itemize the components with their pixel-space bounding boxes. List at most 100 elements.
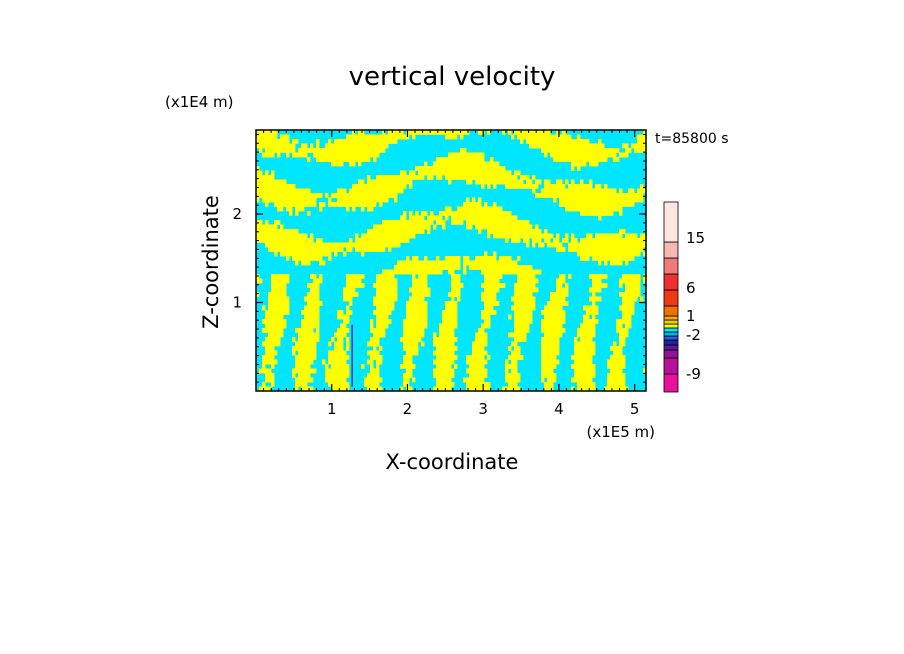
field-cell — [448, 166, 452, 171]
field-cell — [442, 161, 446, 167]
field-cell — [265, 202, 269, 207]
field-cell — [355, 148, 359, 153]
field-cell — [376, 233, 380, 239]
field-cell — [286, 184, 290, 189]
field-cell — [610, 364, 614, 369]
field-cell — [394, 238, 398, 243]
field-cell — [625, 283, 629, 288]
field-cell — [484, 251, 488, 257]
field-cell — [397, 260, 401, 266]
field-cell — [379, 346, 383, 351]
field-cell — [295, 260, 299, 266]
field-cell — [385, 292, 389, 297]
field-cell — [451, 328, 455, 333]
field-cell — [376, 350, 380, 356]
field-cell — [514, 130, 518, 135]
field-cell — [478, 152, 482, 158]
field-cell — [493, 233, 497, 239]
field-cell — [340, 341, 344, 347]
field-cell — [463, 206, 467, 212]
field-cell — [604, 242, 608, 248]
field-cell — [580, 206, 584, 212]
field-cell — [340, 197, 344, 203]
field-cell — [487, 355, 491, 360]
field-cell — [514, 175, 518, 180]
field-cell — [355, 134, 359, 140]
field-cell — [343, 364, 347, 369]
field-cell — [517, 265, 521, 270]
field-cell — [406, 332, 410, 338]
field-cell — [280, 242, 284, 248]
field-cell — [259, 238, 263, 243]
field-cell — [484, 224, 488, 230]
field-cell — [613, 157, 617, 162]
field-cell — [607, 242, 611, 248]
field-cell — [523, 332, 527, 338]
field-cell — [445, 256, 449, 261]
field-cell — [616, 350, 620, 356]
field-cell — [301, 332, 305, 338]
field-cell — [445, 157, 449, 162]
field-cell — [394, 179, 398, 185]
field-cell — [529, 296, 533, 302]
field-cell — [316, 251, 320, 257]
field-cell — [418, 323, 422, 329]
field-cell — [481, 152, 485, 158]
field-cell — [367, 188, 371, 194]
field-cell — [367, 143, 371, 149]
field-cell — [622, 314, 626, 320]
field-cell — [466, 175, 470, 180]
field-cell — [520, 278, 524, 284]
field-cell — [394, 134, 398, 140]
field-cell — [346, 152, 350, 158]
field-cell — [598, 256, 602, 261]
field-cell — [457, 274, 461, 279]
field-cell — [514, 323, 518, 329]
field-cell — [544, 193, 548, 198]
field-cell — [589, 332, 593, 338]
field-cell — [508, 229, 512, 234]
field-cell — [421, 341, 425, 347]
field-cell — [565, 157, 569, 162]
field-cell — [436, 161, 440, 167]
field-cell — [259, 278, 263, 284]
field-cell — [625, 305, 629, 311]
field-cell — [466, 382, 470, 387]
field-cell — [274, 314, 278, 320]
field-cell — [406, 364, 410, 369]
field-cell — [529, 319, 533, 324]
field-cell — [457, 256, 461, 261]
field-cell — [265, 152, 269, 158]
field-cell — [568, 134, 572, 140]
field-cell — [310, 287, 314, 293]
field-cell — [475, 377, 479, 383]
field-cell — [346, 278, 350, 284]
field-cell — [325, 377, 329, 383]
field-cell — [547, 139, 551, 144]
field-cell — [508, 130, 512, 135]
field-cell — [478, 179, 482, 185]
field-cell — [529, 292, 533, 297]
field-cell — [502, 269, 506, 275]
field-cell — [478, 256, 482, 261]
field-cell — [637, 197, 641, 203]
field-cell — [265, 328, 269, 333]
field-cell — [373, 152, 377, 158]
field-cell — [550, 332, 554, 338]
field-cell — [409, 265, 413, 270]
field-cell — [346, 373, 350, 378]
field-cell — [613, 341, 617, 347]
field-cell — [625, 332, 629, 338]
colorbar-segment — [663, 315, 679, 321]
field-cell — [448, 305, 452, 311]
field-cell — [535, 130, 539, 135]
field-cell — [580, 332, 584, 338]
field-cell — [313, 274, 317, 279]
field-cell — [364, 382, 368, 387]
field-cell — [517, 238, 521, 243]
field-cell — [397, 175, 401, 180]
field-cell — [481, 332, 485, 338]
field-cell — [553, 184, 557, 189]
field-cell — [553, 157, 557, 162]
field-cell — [445, 373, 449, 378]
